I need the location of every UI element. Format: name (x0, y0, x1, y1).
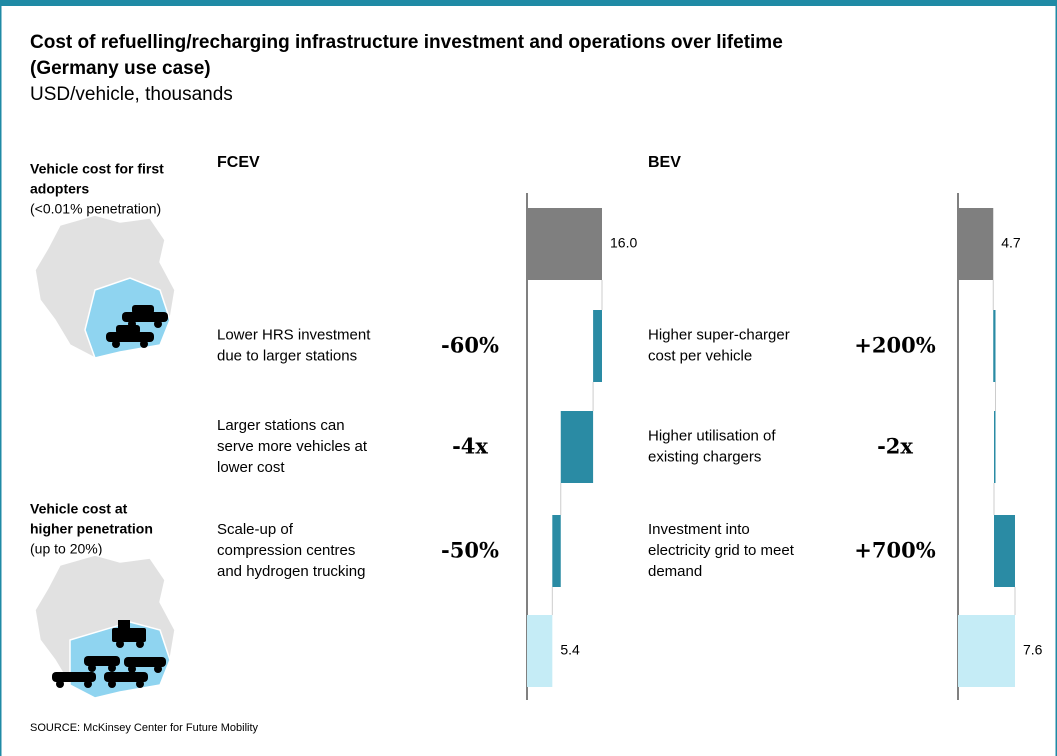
change-label: +200% (854, 333, 935, 358)
top-bar (0, 0, 1057, 6)
change-label: -50% (441, 538, 499, 563)
step-label: electricity grid to meet (648, 542, 795, 559)
step-label: lower cost (217, 459, 285, 476)
bar (527, 615, 553, 687)
change-label: -60% (441, 333, 499, 358)
right-border (1055, 0, 1057, 756)
bar (994, 515, 1015, 587)
chart-heading: FCEV (217, 154, 260, 171)
change-label: -4x (452, 434, 488, 459)
value-label: 5.4 (560, 642, 580, 658)
bar (993, 310, 996, 382)
step-label: and hydrogen trucking (217, 563, 365, 580)
side-note: (up to 20%) (30, 541, 102, 557)
map-germany (34, 214, 176, 359)
step-label: Lower HRS investment (217, 326, 371, 343)
bar (958, 208, 994, 280)
side-heading: higher penetration (30, 521, 153, 537)
step-label: Larger stations can (217, 417, 345, 434)
step-label: Higher super-charger (648, 326, 790, 343)
subtitle: USD/vehicle, thousands (30, 84, 233, 105)
step-label: cost per vehicle (648, 347, 752, 364)
step-label: Investment into (648, 521, 750, 538)
step-label: Higher utilisation of (648, 427, 776, 444)
step-label: existing chargers (648, 448, 761, 465)
step-label: due to larger stations (217, 347, 357, 364)
step-label: serve more vehicles at (217, 438, 368, 455)
side-heading: Vehicle cost for first (30, 161, 164, 177)
left-border (0, 0, 2, 756)
source: SOURCE: McKinsey Center for Future Mobil… (30, 722, 259, 734)
bar (994, 411, 996, 483)
value-label: 7.6 (1023, 642, 1043, 658)
side-note: (<0.01% penetration) (30, 201, 161, 217)
step-label: compression centres (217, 542, 355, 559)
bar (560, 411, 594, 483)
bar (527, 208, 602, 280)
change-label: -2x (877, 434, 913, 459)
value-label: 4.7 (1001, 235, 1021, 251)
title-line: (Germany use case) (30, 58, 211, 79)
step-label: Scale-up of (217, 521, 294, 538)
bar (593, 310, 602, 382)
bar (958, 615, 1015, 687)
chart-heading: BEV (648, 154, 681, 171)
side-heading: Vehicle cost at (30, 501, 128, 517)
title-line: Cost of refuelling/recharging infrastruc… (30, 32, 783, 53)
change-label: +700% (854, 538, 935, 563)
side-heading: adopters (30, 181, 89, 197)
step-label: demand (648, 563, 702, 580)
bar (552, 515, 561, 587)
value-label: 16.0 (610, 235, 637, 251)
map-germany (34, 554, 176, 699)
